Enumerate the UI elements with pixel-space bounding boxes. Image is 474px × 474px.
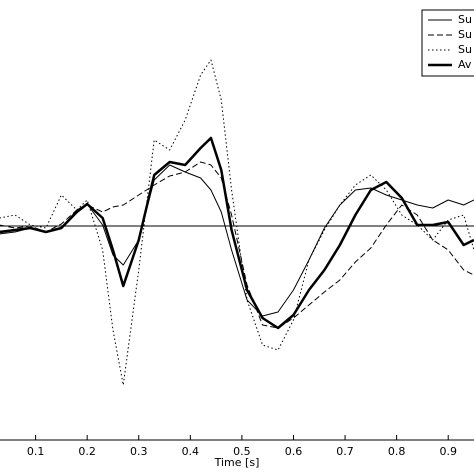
legend-label: Av	[458, 58, 472, 71]
legend-label: Su	[458, 28, 472, 41]
x-tick-label: 0.8	[388, 445, 406, 458]
x-tick-label: 0.6	[285, 445, 303, 458]
legend-label: Su	[458, 13, 472, 26]
legend-label: Su	[458, 43, 472, 56]
series-line	[0, 161, 474, 329]
x-tick-label: 0.9	[439, 445, 457, 458]
x-tick-label: 0.2	[78, 445, 96, 458]
x-tick-label: 0.4	[182, 445, 200, 458]
x-axis-label: Time [s]	[214, 456, 260, 469]
x-tick-label: 0.7	[336, 445, 354, 458]
x-tick-label: 0.5	[233, 445, 251, 458]
x-tick-label: 0.3	[130, 445, 148, 458]
series-line	[0, 136, 474, 330]
series-line	[0, 59, 474, 386]
x-tick-label: 0.1	[27, 445, 45, 458]
